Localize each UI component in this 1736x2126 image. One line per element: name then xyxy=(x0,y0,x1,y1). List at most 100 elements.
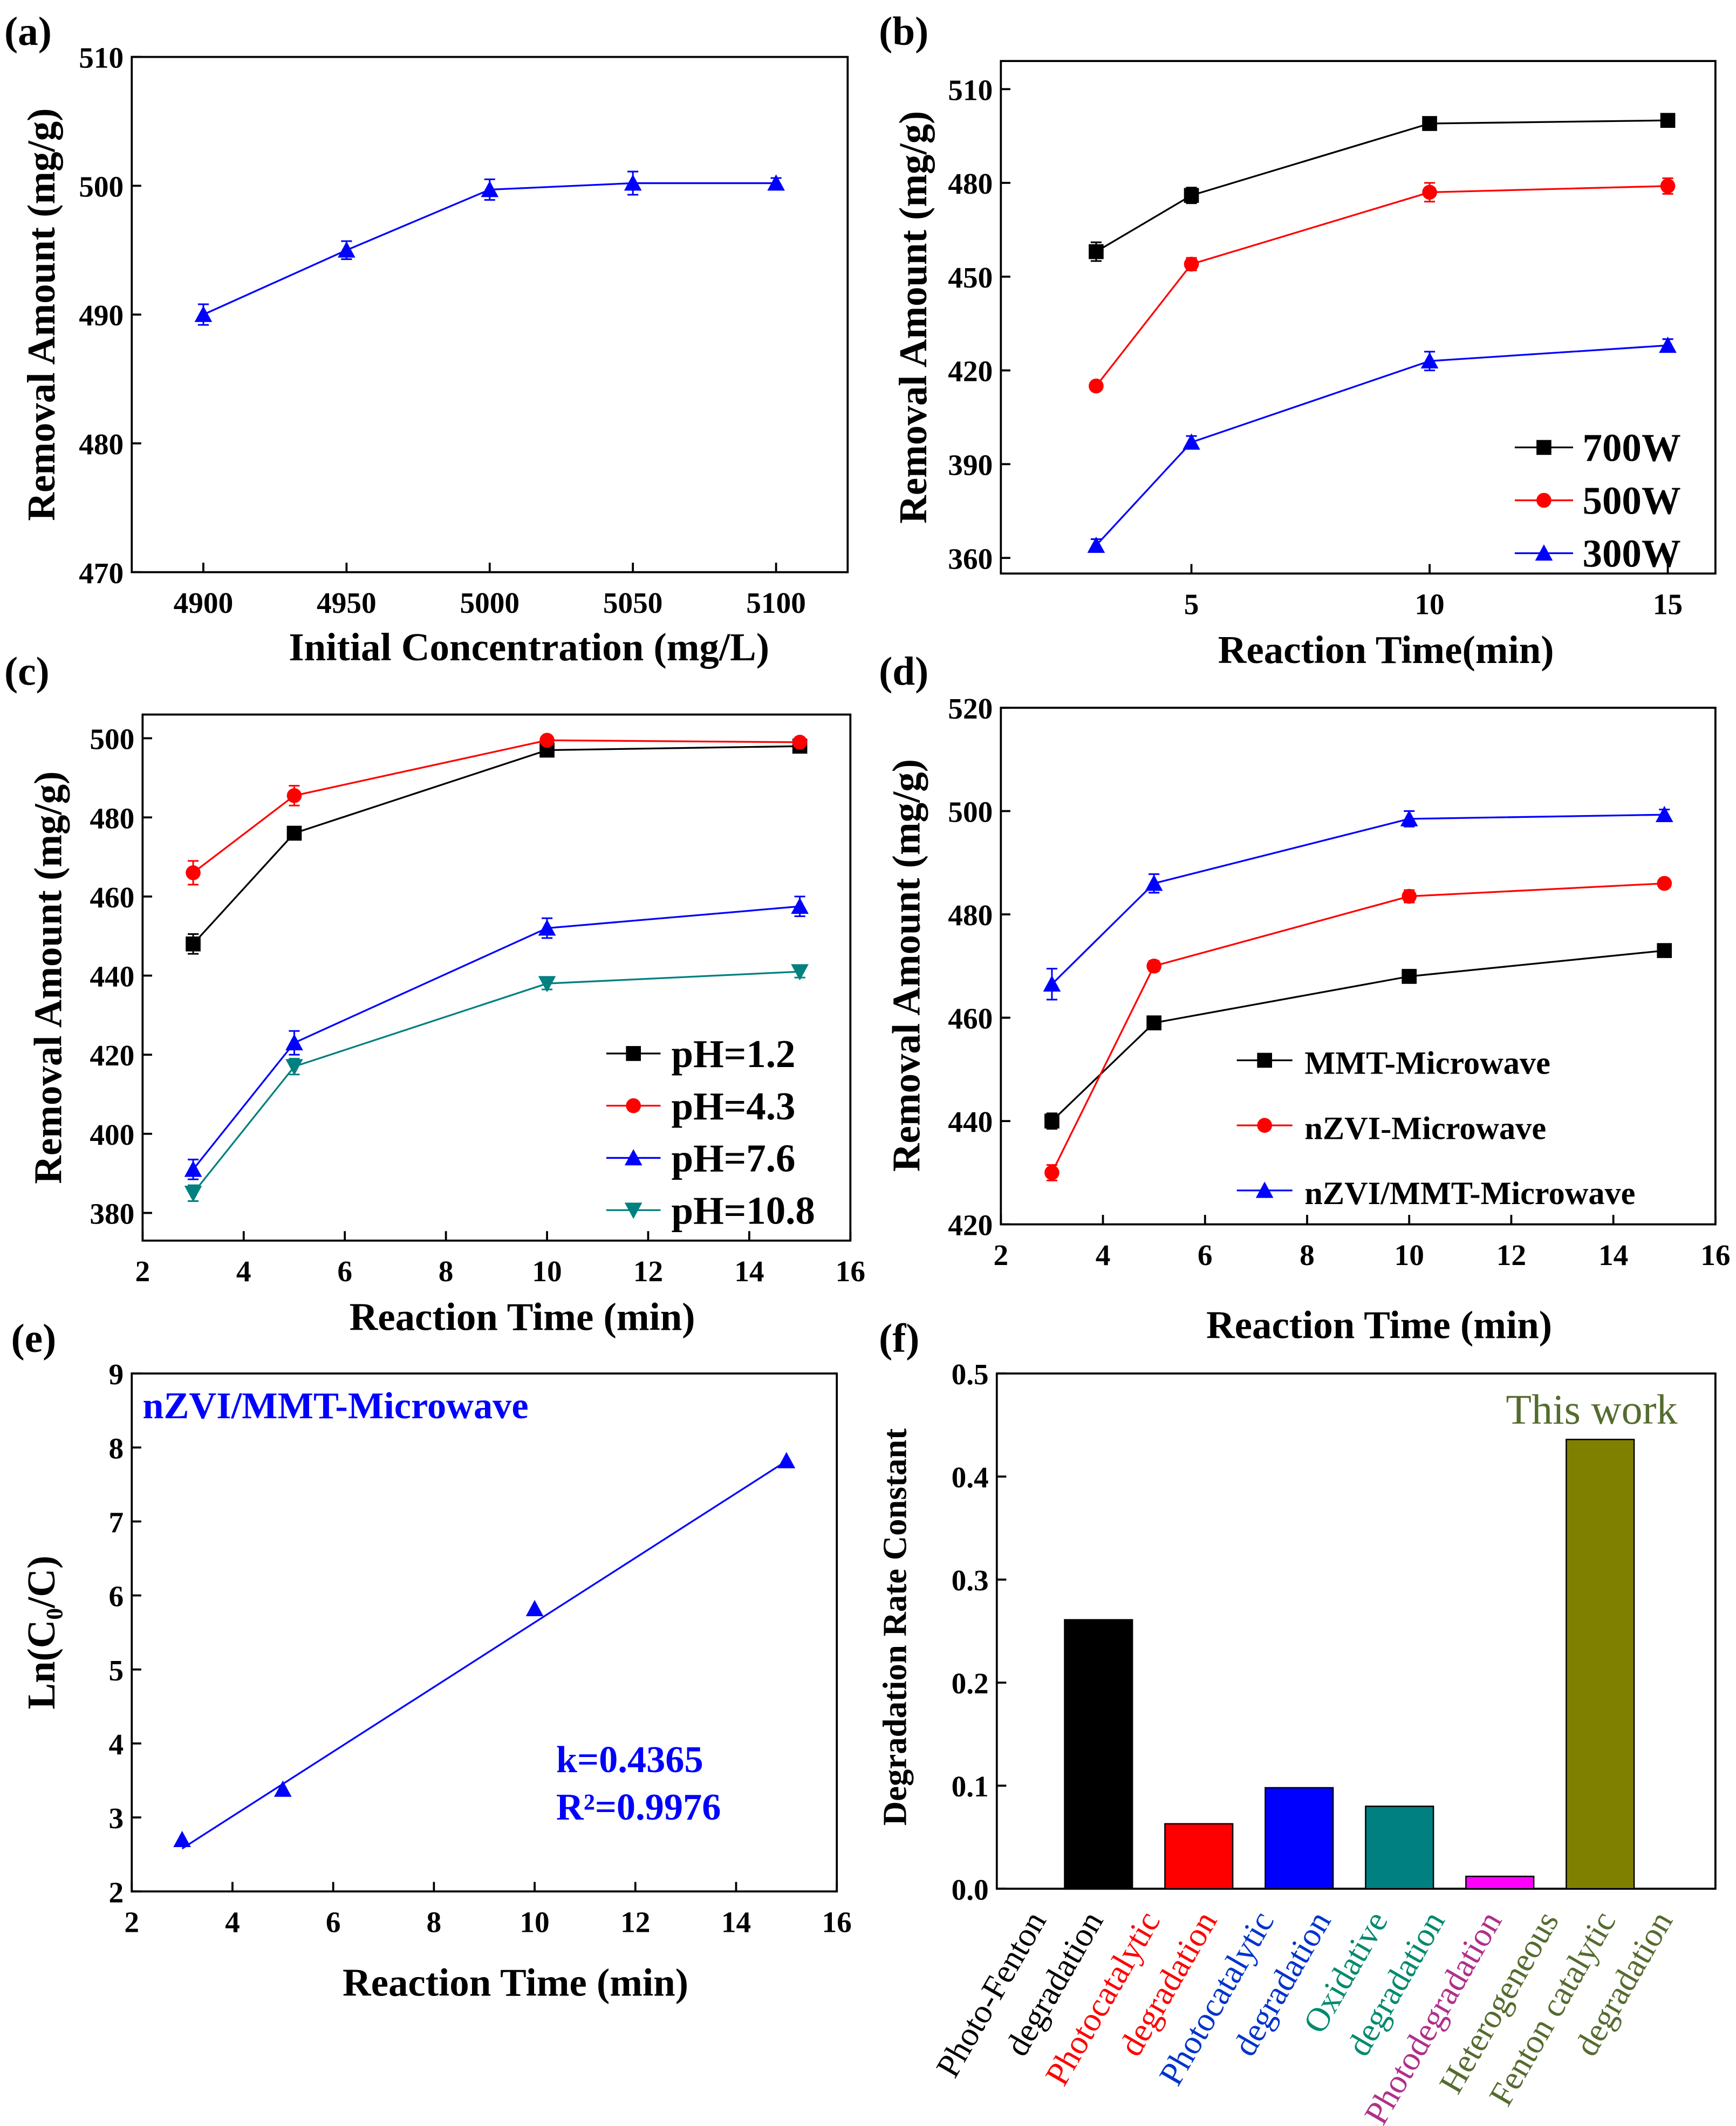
panel-label: (a) xyxy=(4,9,52,54)
data-point xyxy=(624,174,642,191)
y-tick-label: 490 xyxy=(79,299,124,332)
data-point xyxy=(186,936,201,952)
y-tick-label: 0.4 xyxy=(952,1461,989,1494)
data-point xyxy=(1087,536,1105,553)
data-point xyxy=(286,825,302,841)
bar xyxy=(1164,1823,1234,1890)
y-tick-label: 450 xyxy=(948,261,993,294)
panel-e: (e) 2 3 4 5 6 7 8 9 Ln(C₀/C) 2 4 6 8 10 12 14 16 Reaction … xyxy=(11,1316,852,2005)
data-point xyxy=(539,733,555,748)
series-line xyxy=(1051,882,1665,1173)
bar xyxy=(1566,1439,1635,1890)
x-axis-label: Initial Concentration (mg/L) xyxy=(289,625,769,669)
y-tick-label: 0.0 xyxy=(952,1873,989,1906)
series-line xyxy=(1051,949,1665,1122)
data-point xyxy=(1659,336,1677,353)
y-tick-label: 3 xyxy=(109,1802,124,1835)
x-tick-label: 8 xyxy=(1300,1239,1315,1272)
data-point xyxy=(184,1160,202,1177)
legend-marker xyxy=(1536,440,1552,455)
data-point xyxy=(1184,256,1199,272)
plot-frame xyxy=(995,1372,1717,1890)
data-point xyxy=(481,181,499,197)
panel-label: (b) xyxy=(879,9,928,54)
legend-marker xyxy=(624,1202,643,1219)
x-axis-label: Reaction Time (min) xyxy=(1206,1303,1552,1347)
series-nZVI/MMT-Microwave xyxy=(173,1452,796,1847)
x-tick-label: 14 xyxy=(1598,1239,1628,1272)
series-300W: 300W xyxy=(1087,336,1681,576)
x-tick-label: 2 xyxy=(993,1239,1008,1272)
x-tick-label: 2 xyxy=(135,1255,151,1288)
bar xyxy=(1465,1875,1535,1890)
x-tick-label: 10 xyxy=(520,1906,549,1939)
y-tick-label: 500 xyxy=(948,796,993,829)
data-point xyxy=(274,1780,292,1797)
y-axis-label: Removal Amount (mg/g) xyxy=(19,108,63,521)
series-line xyxy=(1096,119,1668,252)
data-point xyxy=(1402,969,1417,984)
y-tick-label: 460 xyxy=(948,1002,993,1035)
panel-a: (a) 470 480 490 500 510 Removal Amount (mg/g) 4… xyxy=(4,9,849,669)
x-tick-label: 15 xyxy=(1653,588,1683,621)
y-axis-label: Removal Amount (mg/g) xyxy=(891,111,935,524)
data-point xyxy=(525,1599,544,1617)
series-500W: 500W xyxy=(1089,177,1681,523)
y-tick-label: 480 xyxy=(90,802,134,835)
panel-d: (d) 420 440 460 480 500 520 Removal Amount (mg/… xyxy=(879,649,1730,1346)
data-point xyxy=(1422,116,1437,131)
data-point xyxy=(1657,876,1672,891)
y-tick-label: 2 xyxy=(109,1876,124,1909)
series-pH=7.6: pH=7.6 xyxy=(184,895,809,1180)
y-tick-label: 500 xyxy=(90,723,134,756)
series-line xyxy=(1095,344,1668,546)
x-axis-label: Reaction Time(min) xyxy=(1218,628,1554,672)
legend-label: pH=4.3 xyxy=(672,1084,796,1128)
data-point xyxy=(1400,810,1418,826)
plot-frame xyxy=(131,56,849,573)
panel-label: (f) xyxy=(879,1316,919,1361)
y-tick-label: 5 xyxy=(109,1654,124,1687)
series-line xyxy=(1051,814,1665,985)
x-tick-label: 6 xyxy=(337,1255,352,1288)
annotation-r2: R²=0.9976 xyxy=(556,1786,721,1828)
annotation-title: nZVI/MMT-Microwave xyxy=(142,1385,528,1427)
y-tick-label: 510 xyxy=(948,73,993,106)
y-tick-label: 0.2 xyxy=(952,1667,989,1700)
x-tick-label: 4900 xyxy=(174,586,234,619)
x-axis-label: Reaction Time (min) xyxy=(350,1295,695,1339)
legend-label: 500W xyxy=(1583,479,1681,523)
series-pH=1.2: pH=1.2 xyxy=(186,739,808,1076)
x-tick-label: 5050 xyxy=(603,586,663,619)
y-axis-label: Removal Amount (mg/g) xyxy=(885,759,928,1172)
data-point xyxy=(767,174,785,191)
data-point xyxy=(1660,179,1676,194)
data-point xyxy=(1044,1165,1060,1180)
series-MMT-Microwave: MMT-Microwave xyxy=(1044,943,1672,1130)
data-point xyxy=(1660,113,1676,128)
series-data xyxy=(194,170,785,326)
x-tick-label: 8 xyxy=(427,1906,442,1939)
x-tick-label: 10 xyxy=(1414,588,1444,621)
data-point xyxy=(1422,184,1437,200)
legend-label: nZVI/MMT-Microwave xyxy=(1304,1175,1635,1212)
y-tick-label: 360 xyxy=(948,542,993,575)
y-tick-label: 400 xyxy=(90,1118,134,1151)
legend-label: pH=10.8 xyxy=(672,1188,815,1232)
data-point xyxy=(184,1185,202,1202)
x-tick-label: 14 xyxy=(734,1255,764,1288)
data-point xyxy=(1183,433,1200,450)
x-tick-label: 12 xyxy=(633,1255,663,1288)
series-line xyxy=(192,970,800,1194)
data-point xyxy=(338,241,356,258)
y-tick-label: 480 xyxy=(948,167,993,200)
x-tick-label: 16 xyxy=(1700,1239,1730,1272)
y-tick-label: 420 xyxy=(948,1209,993,1242)
data-point xyxy=(286,788,302,803)
panel-f: (f) 0.0 0.1 0.2 0.3 0.4 0.5 Degradation Rate Co… xyxy=(876,1316,1717,2126)
plot-frame xyxy=(141,713,852,1242)
y-tick-label: 7 xyxy=(109,1506,124,1539)
data-point xyxy=(173,1830,191,1847)
annotation-k: k=0.4365 xyxy=(556,1739,703,1781)
data-point xyxy=(285,1034,303,1050)
